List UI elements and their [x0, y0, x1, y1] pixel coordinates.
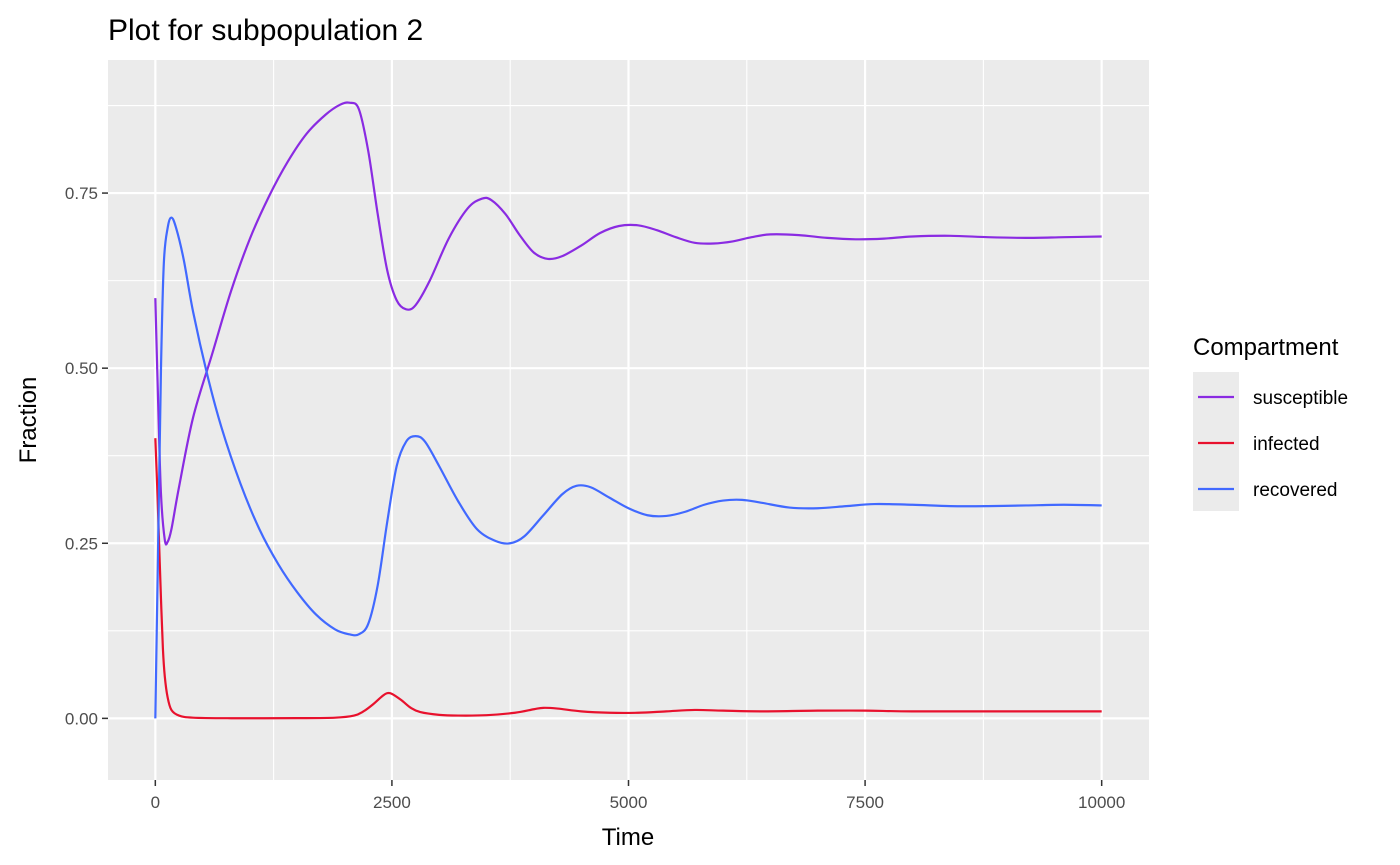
x-axis-title: Time [602, 824, 654, 851]
x-axis: 0 2500 5000 7500 10000 [151, 780, 1125, 812]
x-tick-label: 7500 [846, 793, 884, 812]
x-tick-label: 5000 [610, 793, 648, 812]
legend-key-background [1193, 372, 1239, 511]
series-line-susceptible [154, 101, 1102, 546]
y-tick-label: 0.50 [65, 359, 98, 378]
legend-label-infected: infected [1253, 434, 1320, 455]
y-tick-label: 0.25 [65, 534, 98, 553]
x-tick-label: 2500 [373, 793, 411, 812]
series-layer [154, 101, 1102, 720]
legend-label-recovered: recovered [1253, 480, 1338, 501]
y-axis-title: Fraction [15, 377, 42, 464]
y-tick-label: 0.00 [65, 709, 98, 728]
series-line-recovered [154, 216, 1102, 719]
x-tick-label: 0 [151, 793, 160, 812]
x-tick-label: 10000 [1078, 793, 1125, 812]
y-axis: 0.00 0.25 0.50 0.75 [65, 184, 108, 728]
legend: Compartment susceptible infected recovered [1193, 334, 1348, 511]
series-line-infected [154, 438, 1102, 720]
legend-title: Compartment [1193, 334, 1339, 361]
legend-label-susceptible: susceptible [1253, 388, 1348, 409]
chart-title: Plot for subpopulation 2 [108, 14, 423, 47]
major-gridlines [108, 60, 1149, 780]
y-tick-label: 0.75 [65, 184, 98, 203]
